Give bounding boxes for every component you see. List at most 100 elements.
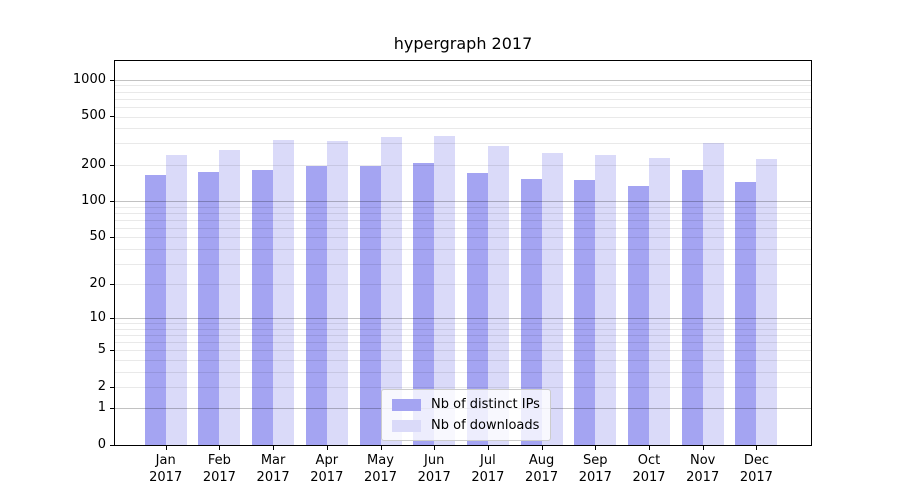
legend-item-downloads: Nb of downloads [392,418,540,433]
x-tick-mark-may [380,446,382,450]
y-tick-mark-10 [110,318,114,320]
y-tick-mark-2 [110,386,114,388]
y-tick-label-2: 2 [97,378,106,394]
bar-nb-of-distinct-ips-oct [628,186,649,445]
legend: Nb of distinct IPs Nb of downloads [381,389,551,441]
minor-gridline-8 [115,328,811,330]
x-tick-mark-feb [219,446,221,450]
major-gridline-10 [115,318,811,320]
y-tick-label-200: 200 [81,156,106,172]
legend-swatch-downloads [392,419,421,432]
y-tick-mark-0 [110,445,114,446]
y-tick-label-1000: 1000 [72,71,106,87]
x-tick-label-nov: Nov 2017 [686,453,720,485]
bars-layer [115,61,811,445]
bar-nb-of-distinct-ips-apr [305,165,327,445]
legend-label-downloads: Nb of downloads [431,418,540,433]
x-tick-label-oct: Oct 2017 [632,453,666,485]
minor-gridline-20 [115,284,811,286]
major-gridline-100 [115,201,811,203]
minor-gridline-40 [115,248,811,250]
y-tick-label-0: 0 [97,437,106,452]
x-tick-mark-sep [595,446,597,450]
minor-gridline-6 [115,342,811,344]
x-tick-label-feb: Feb 2017 [202,453,236,485]
x-tick-mark-dec [756,446,758,450]
gridlines-layer [115,61,811,445]
bar-nb-of-downloads-aug [541,153,563,445]
minor-gridline-80 [115,212,811,214]
bar-nb-of-downloads-jun [434,135,456,445]
bar-nb-of-downloads-sep [595,154,617,445]
bar-nb-of-downloads-dec [756,159,778,445]
bar-nb-of-downloads-jan [165,154,187,445]
minor-gridline-500 [115,116,811,118]
x-tick-label-may: May 2017 [363,453,398,485]
bar-nb-of-downloads-jul [487,146,509,445]
y-tick-mark-1 [110,408,114,410]
minor-gridline-300 [115,143,811,145]
y-tick-label-10: 10 [89,310,106,326]
minor-gridline-60 [115,227,811,229]
minor-gridline-2 [115,386,811,388]
minor-gridline-900 [115,85,811,87]
bar-nb-of-downloads-mar [273,139,295,445]
minor-gridline-70 [115,219,811,221]
y-tick-label-20: 20 [89,276,106,292]
minor-gridline-9 [115,323,811,325]
bar-nb-of-distinct-ips-mar [252,170,274,445]
x-tick-label-mar: Mar 2017 [256,453,290,485]
bar-nb-of-distinct-ips-may [359,165,381,445]
y-tick-mark-1000 [110,79,114,81]
legend-swatch-distinct-ips [392,398,421,411]
x-tick-mark-aug [541,446,543,450]
x-tick-label-apr: Apr 2017 [310,453,344,485]
minor-gridline-3 [115,371,811,373]
bar-nb-of-distinct-ips-jan [144,174,166,445]
y-tick-label-500: 500 [81,108,106,124]
x-tick-label-jun: Jun 2017 [417,453,451,485]
minor-gridline-50 [115,237,811,239]
y-tick-mark-100 [110,201,114,203]
legend-label-distinct-ips: Nb of distinct IPs [431,397,540,412]
minor-gridline-600 [115,106,811,108]
bar-nb-of-downloads-feb [219,149,241,445]
bar-nb-of-distinct-ips-feb [198,172,220,445]
y-tick-mark-500 [110,116,114,118]
bar-nb-of-downloads-apr [326,140,348,445]
minor-gridline-400 [115,128,811,130]
minor-gridline-7 [115,335,811,337]
bar-nb-of-distinct-ips-sep [574,179,596,445]
x-tick-label-jul: Jul 2017 [471,453,505,485]
x-tick-label-jan: Jan 2017 [149,453,183,485]
bar-nb-of-downloads-may [380,136,402,445]
y-tick-mark-5 [110,350,114,352]
bar-nb-of-distinct-ips-dec [735,182,757,445]
x-tick-mark-oct [649,446,650,450]
y-tick-label-5: 5 [97,342,106,358]
y-tick-label-50: 50 [89,229,106,245]
minor-gridline-700 [115,98,811,100]
minor-gridline-30 [115,263,811,265]
x-tick-mark-nov [702,446,704,450]
plot-area: Nb of distinct IPs Nb of downloads [114,60,812,446]
chart-title: hypergraph 2017 [393,34,533,53]
y-tick-mark-50 [110,237,114,239]
x-tick-mark-jun [434,446,436,450]
minor-gridline-800 [115,91,811,93]
x-tick-mark-mar [273,446,275,450]
bar-nb-of-distinct-ips-jun [413,162,435,445]
y-tick-label-100: 100 [81,193,106,209]
x-tick-label-sep: Sep 2017 [578,453,612,485]
minor-gridline-200 [115,164,811,166]
x-tick-label-aug: Aug 2017 [525,453,559,485]
bar-nb-of-downloads-oct [649,158,670,445]
minor-gridline-90 [115,206,811,208]
x-tick-label-dec: Dec 2017 [739,453,773,485]
y-tick-mark-20 [110,284,114,286]
bar-nb-of-downloads-nov [702,143,724,445]
bar-nb-of-distinct-ips-jul [466,173,488,445]
minor-gridline-5 [115,350,811,352]
minor-gridline-4 [115,359,811,361]
